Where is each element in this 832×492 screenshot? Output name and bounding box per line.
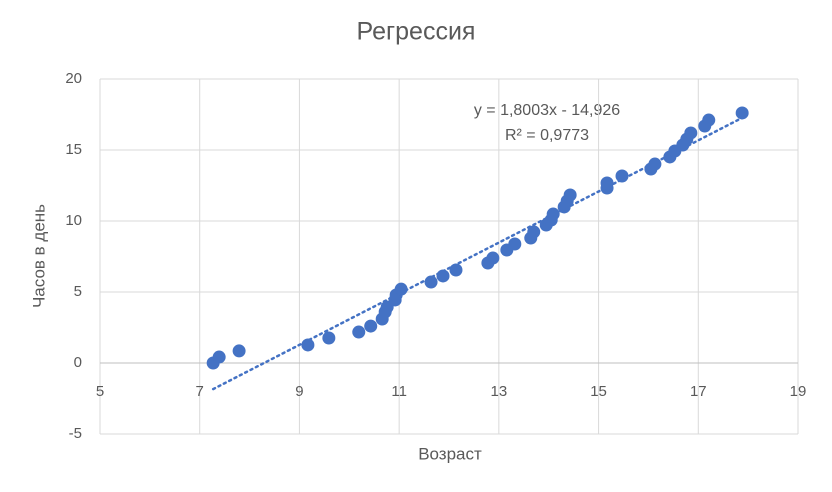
y-tick-label: 0: [74, 354, 82, 371]
point: [563, 188, 577, 202]
point: [232, 344, 246, 358]
x-tick-label: 17: [690, 383, 707, 400]
point: [364, 319, 378, 333]
y-tick-label: 10: [65, 212, 82, 229]
point: [301, 338, 315, 352]
x-tick-label: 13: [491, 383, 508, 400]
y-tick-label: 20: [65, 70, 82, 87]
x-tick-label: 19: [790, 383, 807, 400]
y-axis-title: Часов в день: [29, 204, 48, 308]
point: [702, 113, 716, 127]
point: [600, 176, 614, 190]
x-tick-label: 7: [196, 383, 204, 400]
point: [546, 207, 560, 221]
x-tick-label: 15: [590, 383, 607, 400]
chart-title: Регрессия: [357, 18, 476, 46]
y-tick-label: -5: [69, 425, 82, 442]
point: [527, 225, 541, 239]
point: [508, 237, 522, 251]
point: [615, 169, 629, 183]
point: [212, 350, 226, 364]
point: [486, 251, 500, 265]
trendline-equation: y = 1,8003x - 14,926: [474, 102, 620, 119]
point: [735, 106, 749, 120]
point: [322, 331, 336, 345]
point: [394, 282, 408, 296]
point: [352, 325, 366, 339]
trendline: [211, 116, 744, 391]
x-axis-title: Возраст: [418, 444, 482, 463]
y-tick-label: 15: [65, 141, 82, 158]
x-tick-label: 9: [295, 383, 303, 400]
x-tick-label: 11: [391, 383, 407, 400]
y-tick-label: 5: [74, 283, 82, 300]
x-tick-label: 5: [96, 383, 104, 400]
trendline-r2: R² = 0,9773: [505, 127, 589, 144]
point: [684, 126, 698, 140]
